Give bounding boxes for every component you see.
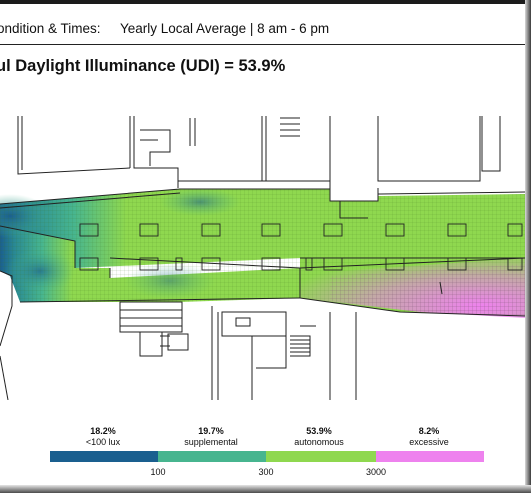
legend-swatch-excessive [376,451,484,462]
bottom-edge-shadow [0,485,531,493]
udi-legend: 18.2% <100 lux 19.7% supplemental 53.9% … [0,420,525,480]
condition-row: ondition & Times: Yearly Local Average |… [0,14,525,45]
wall-linework [0,116,525,400]
right-edge-shadow [525,0,531,493]
column-markers [79,223,523,271]
legend-pct-autonomous: 53.9% [306,426,332,436]
heat-grid-pink [330,264,525,316]
legend-swatch-autonomous [266,451,376,462]
legend-tick-300: 300 [258,467,274,477]
legend-pct-excessive: 8.2% [418,426,440,436]
legend-pct-supplemental: 19.7% [198,426,224,436]
legend-swatch-under-100 [50,451,158,462]
legend-name-excessive: excessive [409,437,449,447]
legend-name-autonomous: autonomous [294,437,344,447]
legend-tick-100: 100 [150,467,166,477]
floor-plan-heatmap [0,116,525,400]
condition-label: ondition & Times: [0,21,101,36]
legend-tick-3000: 3000 [365,467,387,477]
condition-value: Yearly Local Average | 8 am - 6 pm [120,21,330,36]
legend-pct-under-100: 18.2% [90,426,116,436]
udi-title: ul Daylight Illuminance (UDI) = 53.9% [0,57,286,75]
legend-swatch-supplemental [158,451,266,462]
legend-name-under-100: <100 lux [85,437,121,447]
legend-name-supplemental: supplemental [184,437,238,447]
top-border [0,0,531,4]
heatmap-band [0,188,525,318]
